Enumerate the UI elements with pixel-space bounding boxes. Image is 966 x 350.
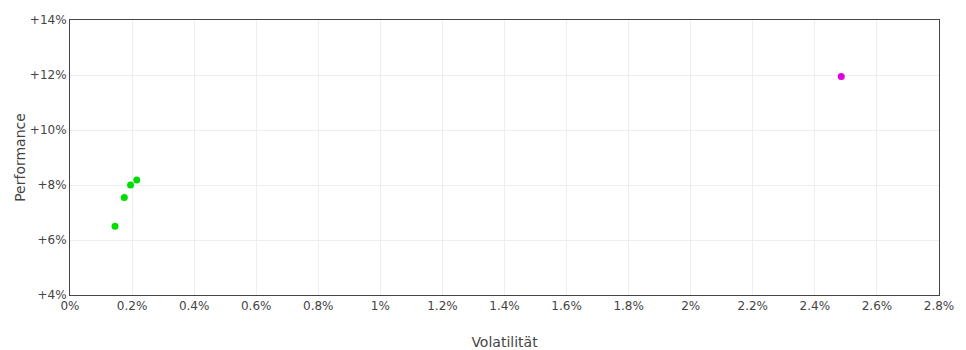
svg-text:2%: 2%	[681, 299, 700, 313]
svg-text:+8%: +8%	[38, 178, 67, 192]
svg-text:0.4%: 0.4%	[179, 299, 210, 313]
svg-text:2.8%: 2.8%	[924, 299, 955, 313]
svg-text:0.8%: 0.8%	[303, 299, 334, 313]
svg-text:+12%: +12%	[30, 68, 67, 82]
svg-text:0%: 0%	[60, 299, 79, 313]
svg-text:1.6%: 1.6%	[551, 299, 582, 313]
svg-text:Performance: Performance	[12, 113, 28, 202]
svg-text:1.8%: 1.8%	[613, 299, 644, 313]
svg-text:+6%: +6%	[38, 233, 67, 247]
svg-text:2.4%: 2.4%	[800, 299, 831, 313]
svg-text:Volatilität: Volatilität	[471, 334, 538, 350]
svg-text:0.2%: 0.2%	[117, 299, 148, 313]
svg-text:1.2%: 1.2%	[427, 299, 458, 313]
svg-text:1.4%: 1.4%	[489, 299, 520, 313]
svg-text:2.6%: 2.6%	[862, 299, 893, 313]
svg-text:2.2%: 2.2%	[738, 299, 769, 313]
svg-text:+10%: +10%	[30, 123, 67, 137]
svg-text:1%: 1%	[371, 299, 390, 313]
svg-text:+4%: +4%	[38, 288, 67, 302]
svg-text:0.6%: 0.6%	[241, 299, 272, 313]
svg-text:+14%: +14%	[30, 13, 67, 27]
